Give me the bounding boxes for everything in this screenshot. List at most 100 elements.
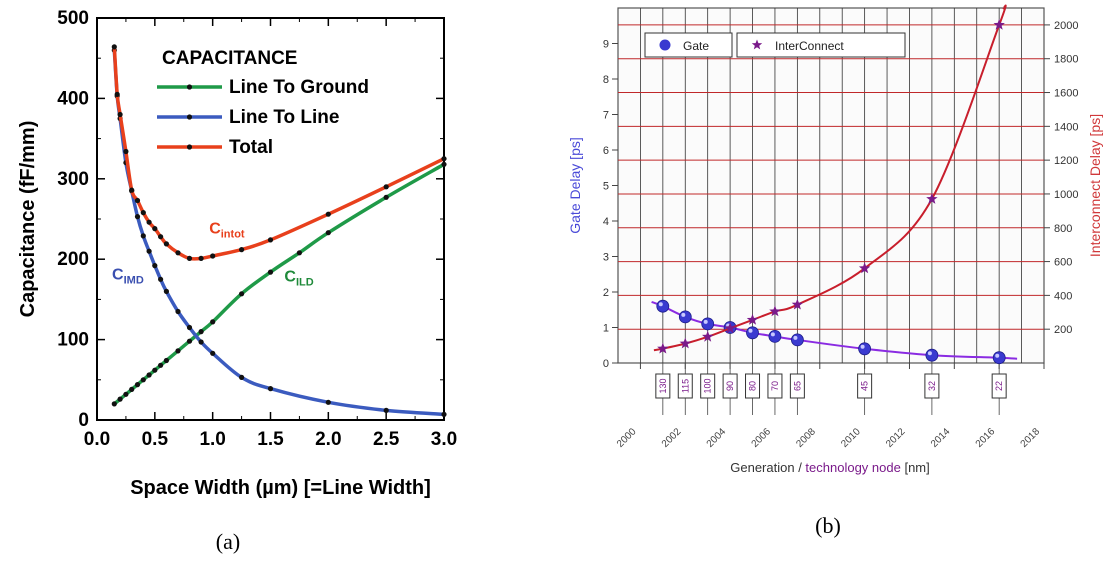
data-point bbox=[175, 308, 181, 315]
data-point bbox=[146, 248, 152, 254]
data-point bbox=[198, 339, 204, 345]
data-point bbox=[186, 324, 193, 331]
left-tick-label: 5 bbox=[603, 181, 609, 193]
plot-frame bbox=[96, 17, 445, 421]
interconnect-data-point bbox=[702, 330, 714, 342]
data-point bbox=[140, 233, 146, 239]
y-tick-label: 100 bbox=[57, 330, 89, 351]
x-tick-label: 3.0 bbox=[431, 429, 457, 450]
left-tick-label: 2 bbox=[603, 287, 609, 299]
node-label: 32 bbox=[927, 381, 937, 391]
x-tick-label-b: 2000 bbox=[615, 426, 639, 450]
annotation-sub: IMD bbox=[124, 274, 144, 286]
interconnect-data-point bbox=[993, 18, 1005, 30]
interconnect-data-point bbox=[746, 313, 759, 325]
right-tick-label: 800 bbox=[1054, 223, 1072, 235]
legend-marker bbox=[186, 144, 193, 150]
data-point bbox=[383, 407, 389, 413]
node-label: 70 bbox=[770, 381, 780, 391]
legend-marker bbox=[186, 114, 193, 120]
legend-entry: Total bbox=[229, 137, 273, 158]
interconnect-data-point bbox=[791, 298, 804, 310]
x-tick-label: 0.0 bbox=[84, 429, 110, 450]
gate-data-point bbox=[656, 299, 670, 313]
legend-entry: Line To Ground bbox=[229, 77, 369, 98]
x-tick-label-b: 2010 bbox=[839, 426, 863, 450]
y-tick-label: 500 bbox=[57, 8, 89, 29]
gate-point-highlight bbox=[927, 351, 932, 356]
data-point bbox=[114, 91, 120, 97]
data-point bbox=[129, 187, 135, 193]
x-tick-label-b: 2002 bbox=[660, 426, 684, 450]
x-axis-label: Space Width (µm) [=Line Width] bbox=[130, 477, 431, 499]
data-point bbox=[239, 374, 245, 380]
data-point bbox=[152, 263, 158, 269]
data-point bbox=[134, 214, 141, 220]
data-point bbox=[239, 247, 245, 253]
left-tick-label: 1 bbox=[603, 323, 609, 335]
gate-data-point bbox=[925, 348, 939, 362]
left-tick-label: 7 bbox=[603, 110, 609, 122]
x-axis-label-part: Generation bbox=[730, 460, 794, 475]
data-point bbox=[175, 250, 181, 256]
data-point bbox=[441, 161, 447, 167]
interconnect-data-point bbox=[679, 337, 691, 349]
x-axis-label-b: Generation / technology node [nm] bbox=[730, 460, 930, 475]
data-point bbox=[134, 382, 141, 388]
legend-marker-gate bbox=[659, 39, 671, 51]
x-tick-label: 2.5 bbox=[373, 429, 400, 450]
data-point bbox=[186, 338, 193, 344]
left-tick-label: 3 bbox=[603, 252, 609, 264]
node-box bbox=[745, 373, 761, 399]
gate-data-point bbox=[746, 326, 759, 340]
data-point bbox=[117, 111, 123, 118]
chart-a: 0 100 200 300 400 500 0.0 0.5 1.0 1.5 2.0 2.5 3.0 Spa… bbox=[17, 8, 457, 554]
legend-marker-interconnect bbox=[751, 39, 763, 50]
x-tick-label-b: 2008 bbox=[794, 426, 818, 450]
node-box bbox=[677, 373, 693, 399]
data-point bbox=[383, 184, 389, 190]
data-point bbox=[158, 234, 164, 240]
node-label: 65 bbox=[792, 381, 802, 391]
annotation-sub: intot bbox=[221, 228, 245, 240]
gate-data-point bbox=[858, 342, 871, 356]
x-tick-label-b: 2018 bbox=[1019, 426, 1043, 450]
data-point bbox=[325, 230, 331, 236]
data-point bbox=[111, 44, 117, 50]
panel-label-a: (a) bbox=[216, 529, 240, 554]
data-point bbox=[186, 255, 193, 261]
x-tick-label-b: 2006 bbox=[750, 426, 774, 450]
left-tick-label: 4 bbox=[603, 216, 609, 228]
interconnect-data-point bbox=[926, 193, 938, 204]
y-tick-label: 200 bbox=[57, 249, 89, 270]
gate-data-point bbox=[701, 317, 715, 331]
annotation-label: CIMD bbox=[112, 266, 144, 286]
node-label: 130 bbox=[658, 378, 668, 393]
left-axis-label: Gate Delay [ps] bbox=[567, 137, 583, 234]
data-point bbox=[267, 269, 274, 275]
node-label: 100 bbox=[703, 378, 713, 393]
annotation-main: C bbox=[209, 220, 221, 237]
right-tick-label: 200 bbox=[1054, 324, 1072, 336]
data-point bbox=[210, 319, 216, 325]
x-tick-label-b: 2014 bbox=[929, 426, 953, 450]
panel-label-b: (b) bbox=[815, 513, 841, 538]
annotation-sub: ILD bbox=[296, 277, 314, 289]
data-point bbox=[325, 399, 331, 405]
node-box bbox=[924, 373, 940, 399]
y-tick-label: 400 bbox=[57, 88, 89, 109]
interconnect-data-point bbox=[657, 342, 669, 354]
node-box bbox=[767, 373, 783, 399]
y-axis-label: Capacitance (fF/mm) bbox=[17, 121, 39, 318]
gate-point-highlight bbox=[793, 335, 798, 340]
right-axis-label: Interconnect Delay [ps] bbox=[1087, 114, 1103, 257]
data-point bbox=[210, 253, 216, 259]
gate-data-point bbox=[768, 329, 782, 343]
right-tick-label: 400 bbox=[1054, 290, 1072, 302]
interconnect-data-point bbox=[769, 305, 781, 317]
data-point bbox=[158, 362, 164, 368]
right-tick-label: 1800 bbox=[1054, 54, 1078, 66]
gate-data-point bbox=[678, 310, 692, 324]
data-point bbox=[117, 396, 123, 402]
